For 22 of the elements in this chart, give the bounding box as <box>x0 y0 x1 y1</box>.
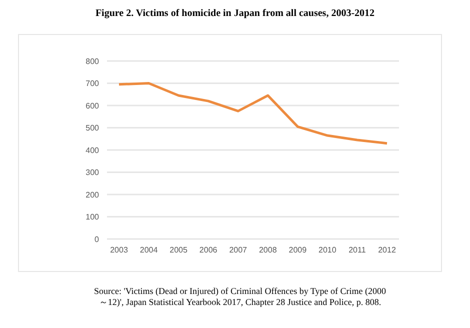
y-tick-label: 200 <box>86 190 100 200</box>
y-tick-label: 100 <box>86 212 100 222</box>
x-tick-label: 2012 <box>378 246 396 255</box>
x-tick-label: 2006 <box>199 246 218 255</box>
x-tick-label: 2003 <box>110 246 128 255</box>
y-tick-label: 500 <box>86 124 100 133</box>
x-tick-label: 2007 <box>229 246 248 255</box>
y-tick-label: 600 <box>86 101 100 110</box>
y-tick-label: 400 <box>86 146 100 155</box>
y-tick-label: 300 <box>86 168 100 178</box>
x-tick-label: 2005 <box>170 246 188 255</box>
x-tick-label: 2011 <box>348 246 366 255</box>
y-tick-label: 800 <box>86 56 100 66</box>
y-tick-label: 0 <box>94 234 100 244</box>
x-tick-label: 2010 <box>318 246 337 255</box>
x-tick-label: 2008 <box>258 246 278 255</box>
y-tick-label: 700 <box>86 79 100 88</box>
source-note: Source: 'Victims (Dead or Injured) of Criminal Offences by Type of Crime (2000 ～12)', Japan Statistical Yearbook 2017, Chapter 28 Justice and Police, p. 808. <box>92 286 388 308</box>
x-tick-label: 2004 <box>140 246 158 255</box>
chart-title: Figure 2. Victims of homicide in Japan from all causes, 2003-2012 <box>94 8 376 19</box>
line-series <box>118 82 388 145</box>
x-tick-label: 2009 <box>288 246 308 255</box>
